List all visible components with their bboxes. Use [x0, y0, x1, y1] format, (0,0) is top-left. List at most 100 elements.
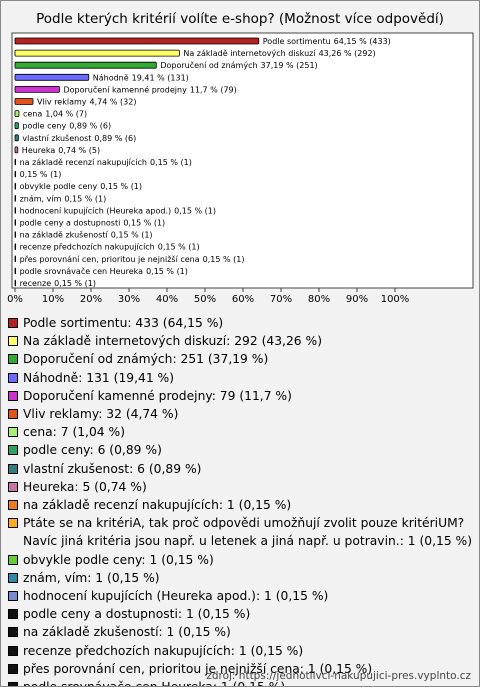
bar	[14, 37, 260, 45]
bar	[14, 110, 20, 117]
x-tick-label: 100%	[381, 294, 410, 305]
chart: Podle kterých kritérií volíte e-shop? (M…	[7, 11, 474, 305]
bar-label: recenze předchozích nakupujících 0,15 % (…	[20, 242, 200, 251]
category-label: znám, vím	[20, 194, 62, 203]
x-tick-label: 90%	[346, 294, 368, 305]
legend-item: Ptáte se na kritériA, tak proč odpovědi …	[7, 514, 473, 550]
legend-swatch	[8, 372, 18, 383]
category-label: přes porovnání cen, prioritou je nejnižš…	[20, 253, 200, 263]
value-label: 0,15 % (1)	[203, 254, 245, 263]
legend-item: na základě zkušeností: 1 (0,15 %)	[7, 623, 473, 641]
x-tick-label: 70%	[270, 294, 292, 305]
bar	[14, 243, 16, 251]
legend-item: Podle sortimentu: 433 (64,15 %)	[7, 314, 473, 332]
bar-label: podle ceny 0,89 % (6)	[22, 121, 111, 130]
bar-label: podle srovnávače cen Heureka 0,15 % (1)	[20, 265, 188, 275]
value-label: 0,15 % (1)	[150, 158, 192, 167]
bar	[14, 219, 16, 226]
legend-label: podle ceny: 6 (0,89 %)	[23, 443, 162, 458]
value-label: 0,74 % (5)	[58, 145, 100, 154]
bar	[14, 255, 16, 263]
legend-swatch	[8, 663, 18, 674]
bar-label: obvykle podle ceny 0,15 % (1)	[20, 182, 142, 191]
category-label: Vliv reklamy	[37, 97, 87, 106]
legend-item: podle srovnávače cen Heureka: 1 (0,15 %)	[7, 678, 473, 686]
legend-swatch	[8, 591, 18, 602]
bar	[14, 98, 34, 105]
bar-label: podle ceny a dostupnosti 0,15 % (1)	[20, 218, 166, 227]
category-label: podle ceny a dostupnosti	[20, 218, 121, 227]
legend-label: přes porovnání cen, prioritou je nejnižš…	[23, 661, 373, 676]
bar	[14, 206, 16, 214]
bar	[14, 231, 16, 239]
legend-swatch	[8, 572, 18, 583]
bar-label: hodnocení kupujících (Heureka apod.) 0,15…	[20, 206, 216, 215]
legend-swatch	[8, 609, 18, 620]
value-label: 0,15 % (1)	[123, 218, 165, 227]
source: zdroj: https://jednotlivci-nakupujici-pr…	[206, 670, 471, 682]
legend-item: přes porovnání cen, prioritou je nejnižš…	[7, 660, 473, 678]
category-label: vlastní zkušenost	[22, 132, 91, 142]
legend-swatch	[8, 318, 18, 328]
bar-label: Na základě internetových diskuzí 43,26 % …	[183, 49, 375, 58]
bar-label: znám, vím 0,15 % (1)	[20, 194, 107, 203]
legend-item: Vliv reklamy: 32 (4,74 %)	[7, 405, 473, 423]
bar	[14, 170, 16, 178]
value-label: 0,15 % (1)	[54, 279, 96, 288]
bar	[14, 194, 16, 202]
legend-swatch	[8, 354, 18, 365]
category-label: obvykle podle ceny	[20, 182, 98, 191]
legend-swatch	[8, 445, 18, 456]
legend-label: na základě zkušeností: 1 (0,15 %)	[23, 625, 231, 640]
bar	[14, 279, 16, 287]
value-label: 11,7 % (79)	[190, 85, 237, 94]
x-tick-label: 20%	[80, 294, 102, 305]
value-label: 0,15 % (1)	[100, 182, 142, 191]
bar-label: Doporučení kamenné prodejny 11,7 % (79)	[63, 84, 236, 94]
legend-label: Heureka: 5 (0,74 %)	[23, 479, 147, 494]
value-label: 0,15 % (1)	[174, 206, 216, 215]
legend-label: Na základě internetových diskuzí: 292 (4…	[23, 334, 323, 349]
category-label: recenze	[20, 279, 52, 288]
category-label: na základě recenzí nakupujících	[20, 158, 147, 167]
bar	[14, 146, 19, 154]
legend-label: Podle sortimentu: 433 (64,15 %)	[23, 316, 224, 330]
legend-label: cena: 7 (1,04 %)	[23, 425, 126, 440]
legend-item: Náhodně: 131 (19,41 %)	[7, 369, 473, 387]
legend-swatch	[8, 463, 18, 474]
bar	[14, 182, 16, 190]
bar	[14, 267, 16, 275]
value-label: 1,04 % (7)	[45, 109, 87, 118]
legend-label: na základě recenzí nakupujících: 1 (0,15…	[23, 498, 292, 513]
x-tick-label: 50%	[194, 294, 216, 305]
bar-label: Náhodně 19,41 % (131)	[93, 73, 189, 82]
x-tick-label: 30%	[118, 294, 140, 305]
bar-label: Podle sortimentu 64,15 % (433)	[263, 37, 391, 46]
legend-label: Náhodně: 131 (19,41 %)	[23, 370, 175, 385]
value-label: 0,15 % (1)	[20, 170, 62, 179]
legend-swatch	[8, 427, 18, 438]
bar-label: na základě zkušeností 0,15 % (1)	[20, 229, 153, 239]
category-label: na základě zkušeností	[20, 229, 109, 239]
legend-swatch	[8, 390, 18, 401]
bar-label: Vliv reklamy 4,74 % (32)	[37, 97, 136, 106]
legend-item: podle ceny: 6 (0,89 %)	[7, 441, 473, 459]
legend-swatch	[8, 645, 18, 656]
category-label: podle ceny	[22, 121, 66, 130]
category-label: Doporučení kamenné prodejny	[63, 84, 187, 94]
value-label: 43,26 % (292)	[319, 49, 376, 58]
legend-swatch	[8, 554, 18, 565]
value-label: 4,74 % (32)	[90, 97, 137, 106]
value-label: 0,15 % (1)	[158, 242, 200, 251]
x-tick-label: 0%	[7, 294, 23, 305]
bar	[14, 122, 19, 130]
value-label: 37,19 % (251)	[261, 61, 318, 70]
bar-label: vlastní zkušenost 0,89 % (6)	[22, 132, 136, 142]
legend: Podle sortimentu: 433 (64,15 %) Na základ…	[7, 314, 473, 686]
legend-item: podle ceny a dostupnosti: 1 (0,15 %)	[7, 605, 473, 623]
legend-label: obvykle podle ceny: 1 (0,15 %)	[23, 552, 214, 567]
legend-label: Vliv reklamy: 32 (4,74 %)	[23, 407, 179, 422]
bar-label: cena 1,04 % (7)	[23, 109, 87, 118]
bar-label: Doporučení od známých 37,19 % (251)	[160, 60, 317, 70]
chart-title: Podle kterých kritérií volíte e-shop? (M…	[36, 11, 444, 27]
